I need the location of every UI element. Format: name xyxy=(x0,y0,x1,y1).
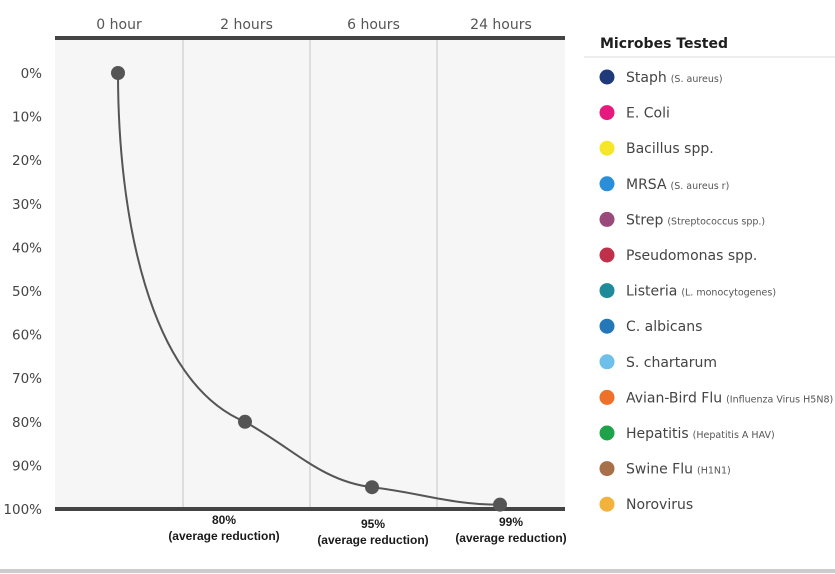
legend-item: MRSA (S. aureus r) xyxy=(599,176,729,193)
legend-label: S. chartarum xyxy=(626,355,717,371)
legend-label: C. albicans xyxy=(626,319,702,335)
legend-label: Pseudomonas spp. xyxy=(626,248,757,264)
y-tick-label: 90% xyxy=(12,458,42,474)
legend-item: E. Coli xyxy=(599,105,670,122)
data-point xyxy=(238,414,252,429)
legend-swatch xyxy=(599,105,615,121)
data-point xyxy=(111,66,125,80)
reduction-annotation: 95% (average reduction) xyxy=(317,517,428,547)
legend-swatch xyxy=(599,140,615,156)
legend-label: Listeria (L. monocytogenes) xyxy=(626,284,776,300)
legend-label: MRSA (S. aureus r) xyxy=(626,177,729,193)
legend-swatch xyxy=(599,425,615,441)
annotation-caption: (average reduction) xyxy=(168,529,279,543)
y-tick-label: 30% xyxy=(12,197,42,213)
legend-item: Pseudomonas spp. xyxy=(599,247,757,264)
x-tick-label: 2 hours xyxy=(220,17,273,33)
legend-item: Avian-Bird Flu (Influenza Virus H5N8) xyxy=(599,389,833,406)
legend-item: Listeria (L. monocytogenes) xyxy=(599,283,776,300)
legend-item: Swine Flu (H1N1) xyxy=(599,461,731,478)
legend-item: S. chartarum xyxy=(599,354,717,371)
annotation-caption: (average reduction) xyxy=(455,531,566,545)
legend-swatch xyxy=(599,176,615,192)
annotation-percent: 99% xyxy=(499,515,523,529)
legend-swatch xyxy=(599,354,615,370)
y-tick-label: 0% xyxy=(21,66,43,82)
reduction-curve xyxy=(117,72,501,506)
legend-label: E. Coli xyxy=(626,106,670,122)
y-tick-label: 10% xyxy=(12,110,42,126)
legend-swatch xyxy=(599,211,615,227)
legend-label: Norovirus xyxy=(626,497,693,513)
legend-item: Staph (S. aureus) xyxy=(599,69,723,86)
annotation-percent: 80% xyxy=(212,513,236,527)
legend-swatch xyxy=(599,496,615,512)
y-tick-label: 50% xyxy=(12,284,42,300)
legend-swatch xyxy=(599,461,615,477)
legend-label: Strep (Streptococcus spp.) xyxy=(626,212,765,228)
x-tick-label: 6 hours xyxy=(347,17,400,33)
y-tick-label: 60% xyxy=(12,328,42,344)
legend-label: Bacillus spp. xyxy=(626,141,714,157)
y-tick-label: 70% xyxy=(12,371,42,387)
y-tick-label: 20% xyxy=(12,153,42,169)
x-tick-label: 24 hours xyxy=(470,17,532,33)
legend-title: Microbes Tested xyxy=(600,36,728,52)
annotation-percent: 95% xyxy=(361,517,385,531)
annotation-caption: (average reduction) xyxy=(317,533,428,547)
legend-swatch xyxy=(599,247,615,263)
legend-label: Staph (S. aureus) xyxy=(626,70,723,86)
legend-label: Avian-Bird Flu (Influenza Virus H5N8) xyxy=(626,390,833,406)
legend-item: Strep (Streptococcus spp.) xyxy=(599,211,765,228)
y-tick-label: 80% xyxy=(12,415,42,431)
legend-swatch xyxy=(599,389,615,405)
legend-swatch xyxy=(599,69,615,85)
legend-item: Bacillus spp. xyxy=(599,140,714,157)
x-tick-label: 0 hour xyxy=(96,17,142,33)
legend-item: C. albicans xyxy=(599,318,702,335)
legend-item: Norovirus xyxy=(599,496,693,513)
legend-label: Hepatitis (Hepatitis A HAV) xyxy=(626,426,775,442)
reduction-annotation: 99% (average reduction) xyxy=(455,515,566,545)
legend-item: Hepatitis (Hepatitis A HAV) xyxy=(599,425,775,442)
y-tick-label: 100% xyxy=(3,502,42,518)
y-tick-label: 40% xyxy=(12,240,42,256)
legend-swatch xyxy=(599,283,615,299)
legend-label: Swine Flu (H1N1) xyxy=(626,462,731,478)
data-point xyxy=(365,480,379,495)
reduction-annotation: 80% (average reduction) xyxy=(168,513,279,543)
data-point xyxy=(493,497,507,512)
legend-swatch xyxy=(599,318,615,334)
